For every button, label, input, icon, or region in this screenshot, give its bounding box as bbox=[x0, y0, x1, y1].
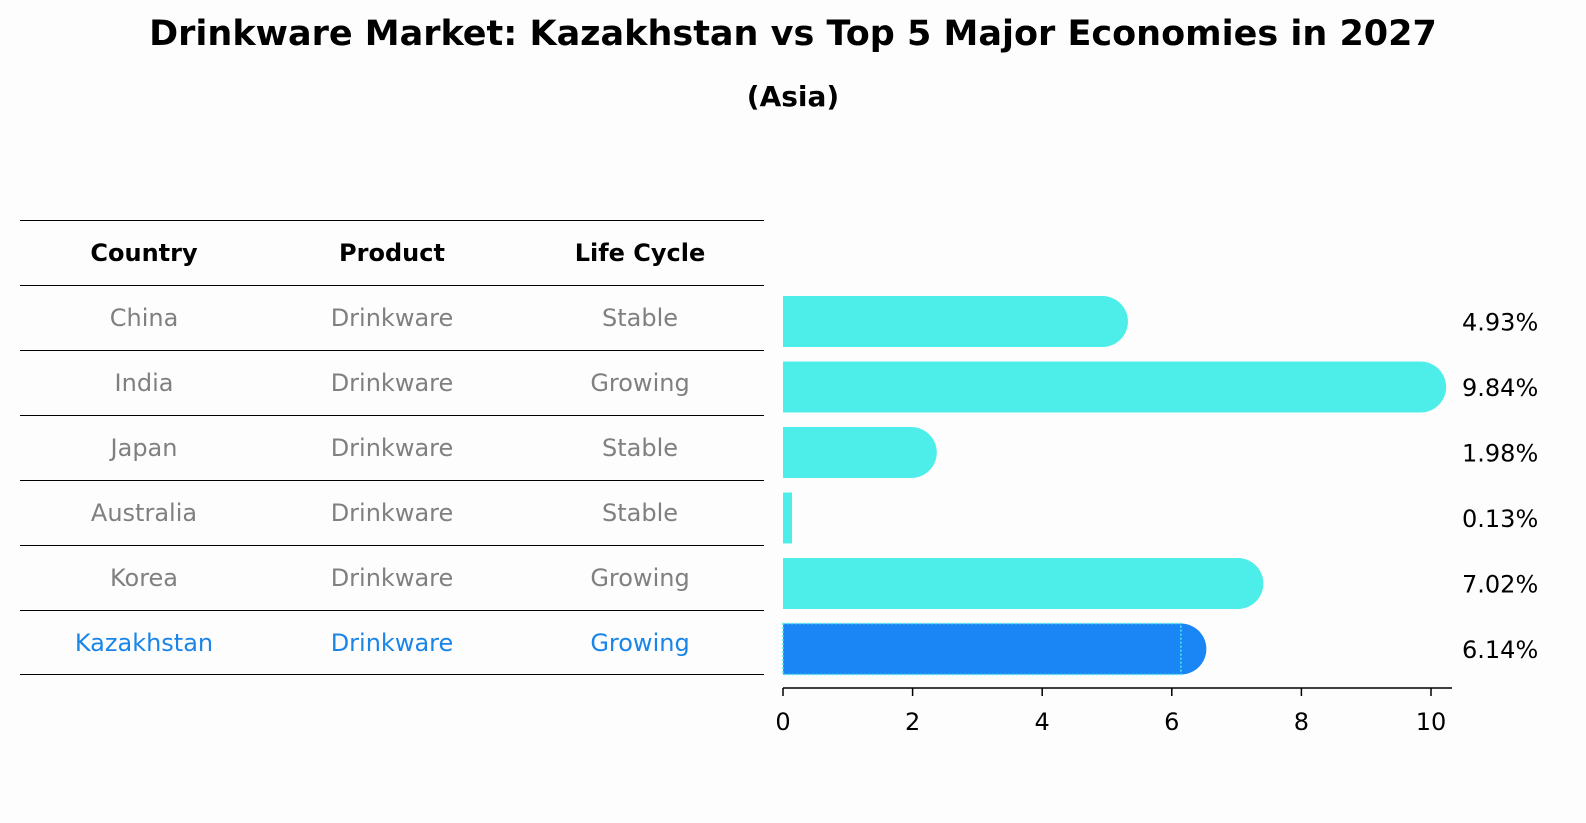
product-cell: Drinkware bbox=[330, 628, 454, 657]
product-cell: Drinkware bbox=[330, 369, 454, 397]
chart-title: Drinkware Market: Kazakhstan vs Top 5 Ma… bbox=[149, 14, 1437, 54]
life-cycle-cell: Growing bbox=[590, 628, 690, 657]
table-header-row: Country Product Life Cycle bbox=[20, 220, 764, 285]
value-label: 9.84% bbox=[1462, 374, 1538, 402]
country-cell: Kazakhstan bbox=[74, 628, 214, 657]
x-tick-label: 6 bbox=[1164, 708, 1179, 736]
x-tick-label: 4 bbox=[1035, 708, 1050, 736]
product-cell: Drinkware bbox=[330, 564, 454, 592]
bar-kazakhstan bbox=[783, 623, 1207, 675]
life-cycle-cell: Stable bbox=[601, 499, 679, 527]
product-cell: Drinkware bbox=[330, 499, 454, 527]
table-row: Australia Drinkware Stable bbox=[20, 480, 764, 545]
header-country: Country bbox=[90, 239, 198, 267]
bar-china bbox=[783, 296, 1128, 347]
country-cell: Japan bbox=[110, 434, 178, 462]
country-cell: China bbox=[109, 304, 179, 332]
header-product: Product bbox=[339, 239, 445, 267]
bar-india bbox=[783, 361, 1447, 413]
life-cycle-cell: Stable bbox=[601, 434, 679, 462]
value-label: 7.02% bbox=[1462, 571, 1538, 599]
value-label: 4.93% bbox=[1462, 309, 1538, 337]
life-cycle-cell: Growing bbox=[590, 369, 690, 397]
x-tick-label: 10 bbox=[1416, 708, 1447, 736]
value-label: 1.98% bbox=[1462, 440, 1538, 468]
life-cycle-cell: Stable bbox=[601, 304, 679, 332]
chart-subtitle: (Asia) bbox=[746, 80, 840, 113]
header-life-cycle: Life Cycle bbox=[574, 239, 706, 267]
x-tick-label: 8 bbox=[1294, 708, 1309, 736]
product-cell: Drinkware bbox=[330, 434, 454, 462]
highlight-outline bbox=[782, 622, 1182, 676]
bar-australia bbox=[783, 492, 792, 544]
x-tick-label: 0 bbox=[775, 708, 790, 736]
table-row-highlighted: Kazakhstan Drinkware Growing bbox=[20, 610, 764, 675]
value-label: 0.13% bbox=[1462, 505, 1538, 533]
bar-japan bbox=[783, 427, 937, 478]
country-cell: Korea bbox=[109, 564, 179, 592]
table-row: India Drinkware Growing bbox=[20, 350, 764, 415]
table-row: China Drinkware Stable bbox=[20, 285, 764, 350]
table-row: Korea Drinkware Growing bbox=[20, 545, 764, 610]
x-tick-label: 2 bbox=[905, 708, 920, 736]
country-cell: India bbox=[114, 369, 174, 397]
life-cycle-cell: Growing bbox=[590, 564, 690, 592]
data-table: Country Product Life Cycle China Drinkwa… bbox=[20, 220, 764, 675]
table-row: Japan Drinkware Stable bbox=[20, 415, 764, 480]
value-label: 6.14% bbox=[1462, 636, 1538, 664]
product-cell: Drinkware bbox=[330, 304, 454, 332]
bar-korea bbox=[783, 558, 1264, 609]
country-cell: Australia bbox=[90, 499, 198, 527]
